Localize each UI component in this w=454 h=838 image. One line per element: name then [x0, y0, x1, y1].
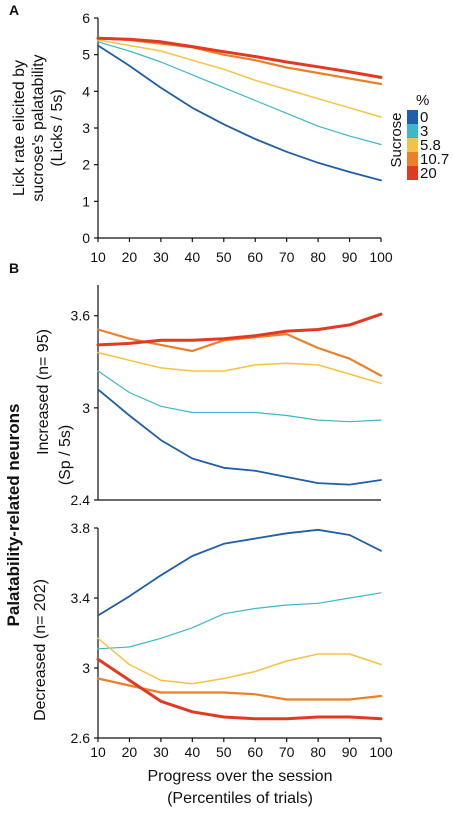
- panel-b-decreased-series-0-line: [97, 528, 382, 617]
- panel-b-increased-chart: 2.4 3 3.6 Increased (n= 95) (Sp / 5s): [35, 285, 383, 508]
- panel-b-increased-ytick-label: 3.6: [71, 308, 91, 324]
- panel-a-ylabel-line3: (Licks / 5s): [49, 89, 66, 166]
- legend-label-5-8: 5.8: [420, 137, 441, 154]
- panel-b-decreased-ytick-label: 3: [82, 660, 90, 676]
- panel-a-ylabel-line2: sucrose's palatability: [30, 54, 47, 201]
- panel-b-decreased-xtick-label: 100: [369, 744, 393, 760]
- panel-a-ytick-label: 1: [82, 193, 90, 209]
- panel-a-ytick-label: 2: [82, 157, 90, 173]
- x-axis-title-line2: (Percentiles of trials): [167, 790, 313, 807]
- panel-a-chart: 0 1 2 3 4 5 6 10 20 30 40 50 60 70 80 90 100 Lick rate …: [11, 10, 393, 265]
- legend-swatch-10-7: [407, 152, 418, 166]
- panel-b-decreased-xtick-label: 30: [153, 744, 169, 760]
- panel-a-series-3-line: [97, 41, 382, 146]
- panel-b-decreased-xtick-label: 70: [279, 744, 295, 760]
- panel-a-xtick-label: 70: [279, 249, 295, 265]
- panel-a-ytick-label: 6: [82, 10, 90, 26]
- panel-b-decreased-series-5-8-line: [97, 637, 382, 685]
- legend-label-3: 3: [420, 123, 428, 140]
- panel-label-a: A: [9, 2, 19, 18]
- panel-a-xtick-label: 10: [90, 249, 106, 265]
- figure-title: Palatability-related neurons: [4, 404, 23, 627]
- panel-b-decreased-ytick-label: 3.4: [71, 590, 91, 606]
- panel-b-decreased-xtick-label: 80: [310, 744, 326, 760]
- panel-b-decreased-xtick-label: 20: [122, 744, 138, 760]
- legend-label-10-7: 10.7: [420, 151, 449, 168]
- panel-a-xtick-label: 80: [310, 249, 326, 265]
- panel-label-b: B: [9, 260, 19, 276]
- panel-a-xtick-label: 60: [247, 249, 263, 265]
- panel-b-increased-units: (Sp / 5s): [57, 425, 74, 485]
- legend-swatch-0: [407, 110, 418, 124]
- panel-b-decreased-xtick-label: 10: [90, 744, 106, 760]
- panel-b-increased-ylabel: Increased (n= 95): [35, 329, 52, 455]
- panel-a-xtick-label: 50: [216, 249, 232, 265]
- panel-a-ytick-label: 4: [82, 83, 90, 99]
- legend-swatch-3: [407, 124, 418, 138]
- panel-a-xtick-label: 90: [342, 249, 358, 265]
- legend-unit: %: [416, 92, 429, 109]
- panel-b-increased-ytick-label: 3: [82, 400, 90, 416]
- legend-swatch-20: [407, 166, 418, 180]
- panel-b-increased-ytick-label: 2.4: [71, 492, 91, 508]
- legend-label-0: 0: [420, 109, 428, 126]
- panel-b-decreased-chart: 2.6 3 3.4 3.8 10 20 30 40 50 60 70 80 90 100 Decreas…: [32, 520, 393, 760]
- panel-b-decreased-xtick-label: 90: [342, 744, 358, 760]
- panel-b-decreased-xtick-label: 60: [247, 744, 263, 760]
- panel-b-decreased-ylabel: Decreased (n= 202): [32, 579, 49, 721]
- panel-b-increased-series-3-line: [97, 370, 382, 423]
- panel-a-ylabel-line1: Lick rate elicited by: [11, 60, 28, 196]
- panel-b-decreased-ytick-label: 3.8: [71, 520, 91, 536]
- panel-b-decreased-series-20-line: [96, 657, 383, 721]
- panel-a-series-10-7-line: [96, 37, 383, 86]
- panel-b-decreased-ytick-label: 2.6: [71, 730, 91, 746]
- sucrose-legend: % Sucrose 0 3 5.8 10.7 20: [388, 92, 449, 182]
- panel-b-increased-series-0-line: [97, 388, 382, 486]
- legend-label-20: 20: [420, 165, 437, 182]
- panel-a-ytick-label: 3: [82, 120, 90, 136]
- panel-a-series-20-line: [96, 36, 383, 79]
- panel-a-ytick-label: 5: [82, 47, 90, 63]
- panel-b-decreased-xtick-label: 50: [216, 744, 232, 760]
- panel-a-xtick-label: 100: [369, 249, 393, 265]
- panel-a-ytick-label: 0: [82, 230, 90, 246]
- panel-b-decreased-series-3-line: [97, 592, 382, 650]
- panel-a-xtick-label: 40: [185, 249, 201, 265]
- panel-b-decreased-xtick-label: 40: [185, 744, 201, 760]
- panel-a-series-5-8-line: [97, 39, 382, 118]
- panel-a-xtick-label: 30: [153, 249, 169, 265]
- panel-b-increased-series-20-line: [96, 312, 383, 347]
- panel-a-xtick-label: 20: [122, 249, 138, 265]
- panel-b-increased-series-5-8-line: [97, 351, 382, 385]
- legend-swatch-5-8: [407, 138, 418, 152]
- x-axis-title-line1: Progress over the session: [148, 768, 333, 785]
- panel-a-series-0-line: [97, 44, 382, 182]
- legend-title: Sucrose: [388, 112, 405, 167]
